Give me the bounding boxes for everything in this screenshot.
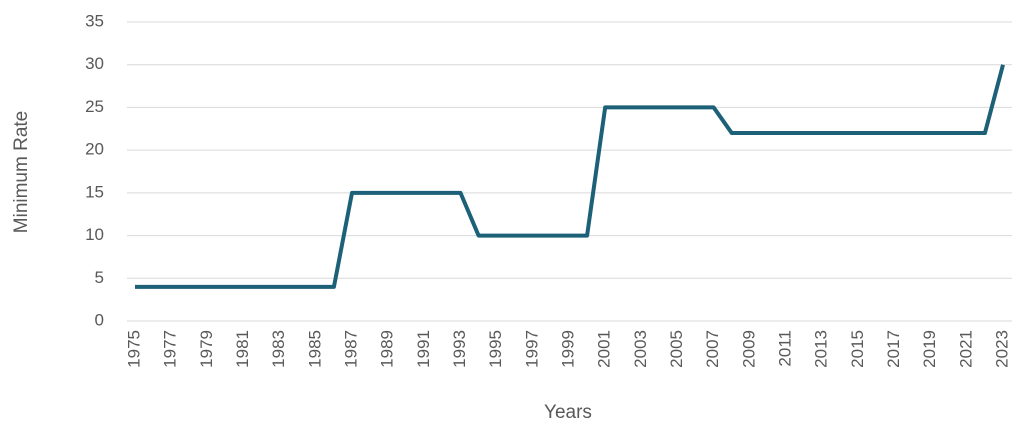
y-tick-label: 25 <box>85 97 104 116</box>
x-tick-label: 1983 <box>269 330 288 368</box>
x-axis-title: Years <box>544 402 592 423</box>
x-tick-label: 2011 <box>775 330 794 367</box>
x-tick-label: 2001 <box>595 330 614 368</box>
x-tick-label: 2017 <box>884 330 903 368</box>
x-tick-label: 1993 <box>450 330 469 368</box>
x-tick-label: 1997 <box>522 330 541 368</box>
x-tick-label: 1977 <box>161 330 180 368</box>
x-tick-label: 2015 <box>848 330 867 368</box>
x-tick-label: 1975 <box>124 330 143 368</box>
x-tick-label: 1987 <box>341 330 360 368</box>
y-tick-label: 15 <box>85 182 104 201</box>
data-line <box>135 64 1005 289</box>
y-tick-label: 0 <box>95 310 104 329</box>
x-tick-label: 2021 <box>956 330 975 368</box>
x-tick-label: 2009 <box>739 330 758 368</box>
x-tick-label: 2013 <box>812 330 831 368</box>
x-tick-label: 2005 <box>667 330 686 368</box>
x-tick-label: 1999 <box>558 330 577 368</box>
x-tick-label: 1995 <box>486 330 505 368</box>
y-tick-label: 20 <box>85 140 104 159</box>
x-tick-label: 1979 <box>197 330 216 368</box>
y-tick-label: 10 <box>85 225 104 244</box>
y-tick-label: 30 <box>85 54 104 73</box>
x-tick-label: 1981 <box>233 330 252 368</box>
x-tick-label: 2007 <box>703 330 722 368</box>
y-tick-label: 5 <box>95 268 104 287</box>
x-tick-label: 1985 <box>305 330 324 368</box>
y-tick-label: 35 <box>85 11 104 30</box>
y-axis-title: Minimum Rate <box>11 111 32 233</box>
x-tick-label: 1989 <box>378 330 397 368</box>
x-tick-label: 2019 <box>920 330 939 368</box>
x-tick-label: 2003 <box>631 330 650 368</box>
x-tick-label: 2023 <box>992 330 1011 368</box>
x-tick-label: 1991 <box>414 330 433 368</box>
